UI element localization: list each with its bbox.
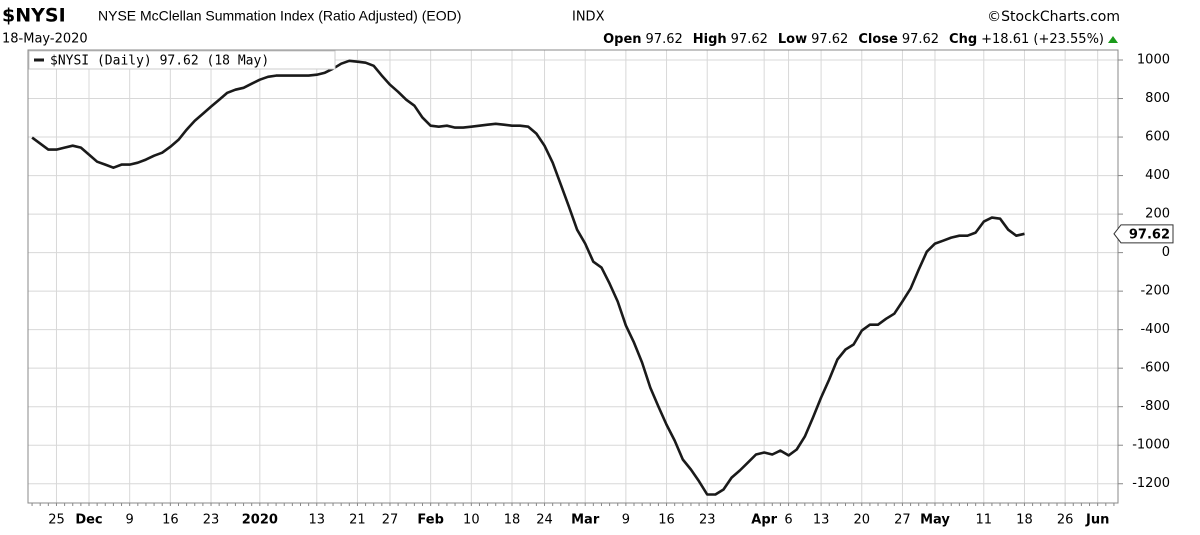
y-tick-label: 800 — [1145, 91, 1170, 106]
quote-value: 97.62 — [902, 32, 939, 47]
y-tick-label: -600 — [1140, 361, 1170, 376]
y-tick-label: -800 — [1140, 399, 1170, 414]
series-line — [31, 59, 1025, 496]
x-tick-label: 10 — [463, 513, 480, 528]
y-tick-label: 600 — [1145, 130, 1170, 145]
x-tick-label: 9 — [126, 513, 134, 528]
y-tick-label: -400 — [1140, 322, 1170, 337]
quote-value: 97.62 — [646, 32, 683, 47]
x-tick-label: Dec — [75, 513, 102, 528]
symbol: $NYSI — [2, 5, 66, 27]
exchange: INDX — [572, 10, 605, 25]
x-tick-label: Jun — [1085, 513, 1109, 528]
x-tick-label: 20 — [853, 513, 870, 528]
x-tick-label: 21 — [349, 513, 366, 528]
y-tick-label: 1000 — [1137, 53, 1170, 68]
plot-frame — [27, 49, 1119, 504]
y-tick-label: 200 — [1145, 207, 1170, 222]
legend-label: $NYSI (Daily) 97.62 (18 May) — [50, 54, 269, 69]
quote-label: Open — [603, 32, 641, 47]
quote-label: Low — [778, 32, 807, 47]
x-tick-label: 18 — [1016, 513, 1033, 528]
y-tick-label: -1000 — [1132, 438, 1170, 453]
quote-value: 97.62 — [731, 32, 768, 47]
x-tick-label: 18 — [504, 513, 521, 528]
x-tick-label: 13 — [813, 513, 830, 528]
quote-label: Chg — [949, 32, 977, 47]
x-tick-label: 23 — [203, 513, 220, 528]
quote-label: Close — [858, 32, 898, 47]
quote-value: +18.61 (+23.55%) — [981, 32, 1104, 47]
x-tick-label: 9 — [622, 513, 630, 528]
y-tick-label: 400 — [1145, 168, 1170, 183]
x-tick-label: Apr — [751, 513, 777, 528]
x-tick-label: Feb — [417, 513, 443, 528]
y-tick-label: -200 — [1140, 284, 1170, 299]
last-value-label: 97.62 — [1129, 227, 1170, 242]
up-arrow — [1108, 36, 1118, 43]
y-tick-label: -1200 — [1132, 476, 1170, 491]
source: ©StockCharts.com — [987, 9, 1120, 25]
date: 18-May-2020 — [2, 32, 88, 47]
x-tick-label: Mar — [571, 513, 600, 528]
quote-value: 97.62 — [811, 32, 848, 47]
x-tick-label: 6 — [784, 513, 792, 528]
x-tick-label: 25 — [48, 513, 65, 528]
x-tick-label: 26 — [1057, 513, 1074, 528]
quote-label: High — [693, 32, 727, 47]
x-tick-label: 11 — [976, 513, 993, 528]
x-tick-label: 27 — [894, 513, 911, 528]
x-tick-label: 23 — [699, 513, 716, 528]
x-tick-label: 13 — [308, 513, 325, 528]
quote: Open 97.62 High 97.62 Low 97.62 Close 97.62 Chg +… — [603, 32, 1104, 47]
legend-box — [28, 50, 336, 70]
x-tick-label: 24 — [536, 513, 553, 528]
subtitle: NYSE McClellan Summation Index (Ratio Ad… — [98, 8, 461, 24]
last-value-tag — [1113, 224, 1174, 244]
x-tick-label: 16 — [162, 513, 179, 528]
x-tick-label: May — [920, 513, 950, 528]
y-tick-label: 0 — [1162, 245, 1170, 260]
x-tick-label: 2020 — [242, 513, 278, 528]
x-tick-label: 16 — [658, 513, 675, 528]
x-tick-label: 27 — [382, 513, 399, 528]
